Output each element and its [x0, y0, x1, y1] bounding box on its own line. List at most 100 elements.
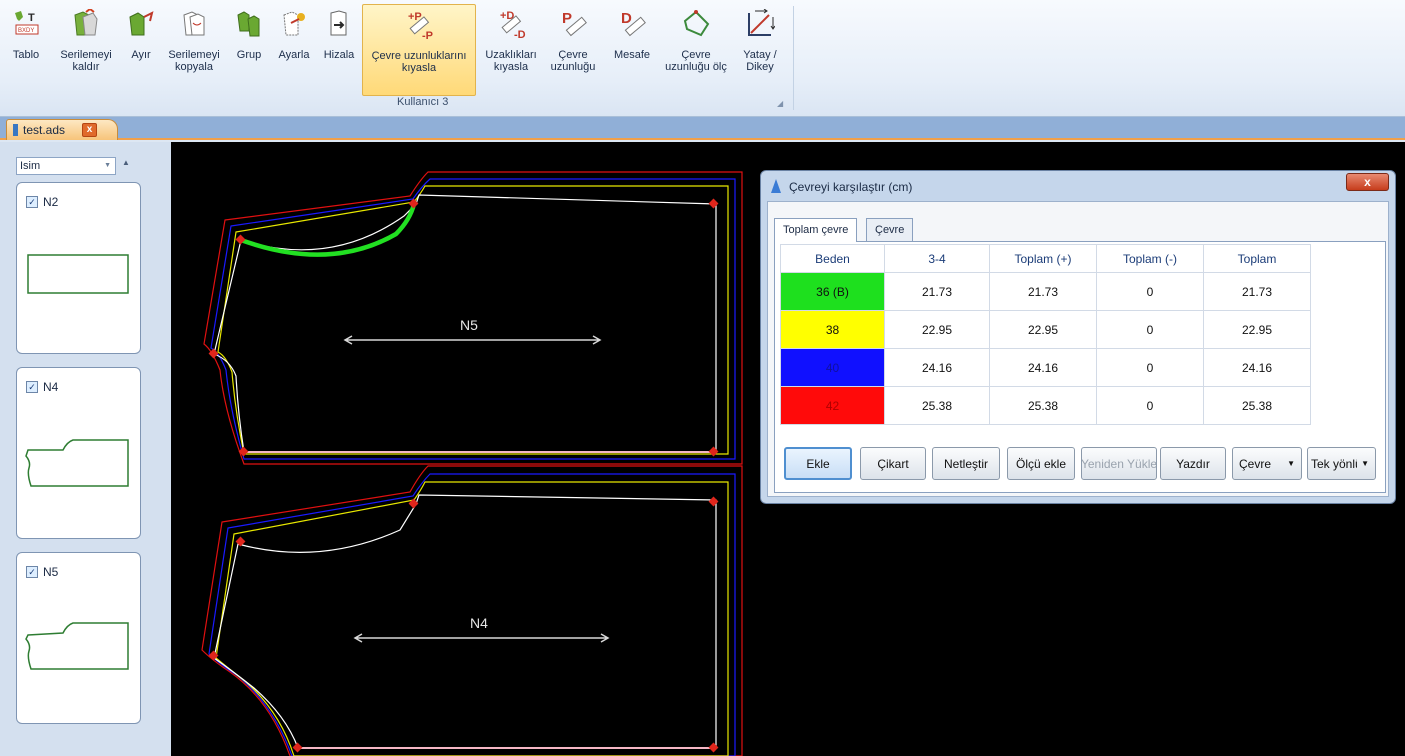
cevre-uzunlugu-olc-button[interactable]: Çevre uzunluğu ölç: [658, 4, 734, 96]
value-cell[interactable]: 0: [1096, 272, 1204, 311]
hizala-button[interactable]: Hizala: [318, 4, 360, 96]
ayarla-button[interactable]: Ayarla: [272, 4, 316, 96]
group-launcher-icon[interactable]: ◢: [777, 99, 784, 108]
column-header[interactable]: Toplam (+): [989, 244, 1097, 273]
value-cell[interactable]: 24.16: [884, 348, 990, 387]
value-cell[interactable]: 25.38: [884, 386, 990, 425]
pattern-drawing: N5 N4: [201, 171, 743, 756]
grup-button[interactable]: Grup: [230, 4, 268, 96]
piece-checkbox[interactable]: ✓: [26, 566, 38, 578]
piece-card-n4[interactable]: ✓ N4: [16, 367, 141, 539]
cevre-uzunluklarini-kiyasla-button[interactable]: +P -P Çevre uzunluklarını kıyasla: [362, 4, 476, 96]
compare-perimeter-dialog: Çevreyi karşılaştır (cm) x Toplam çevre …: [760, 170, 1396, 504]
tab-cevre[interactable]: Çevre: [866, 218, 914, 241]
value-cell[interactable]: 25.38: [1203, 386, 1311, 425]
tablo-button[interactable]: T BXDY Tablo: [6, 4, 46, 96]
serilemeyi-kaldir-button[interactable]: Serilemeyi kaldır: [56, 4, 116, 96]
netlestir-button[interactable]: Netleştir: [932, 447, 1000, 480]
column-header[interactable]: Toplam: [1203, 244, 1311, 273]
table-row[interactable]: 42 25.38 25.38 0 25.38: [780, 386, 1381, 425]
piece-checkbox[interactable]: ✓: [26, 381, 38, 393]
direction-combo[interactable]: Tek yönlü ▼: [1307, 447, 1376, 480]
value-cell[interactable]: 21.73: [1203, 272, 1311, 311]
sort-select-value: Isim: [20, 160, 41, 172]
serilemeyi-kaldir-label: Serilemeyi kaldır: [60, 49, 112, 73]
value-cell[interactable]: 22.95: [1203, 310, 1311, 349]
compare-distance-icon: +D -D: [495, 7, 527, 41]
yatay-dikey-button[interactable]: Yatay / Dikey: [738, 4, 782, 96]
ekle-button[interactable]: Ekle: [784, 447, 852, 480]
chevron-down-icon: ▼: [1361, 459, 1369, 468]
value-cell[interactable]: 25.38: [989, 386, 1097, 425]
dialog-titlebar[interactable]: Çevreyi karşılaştır (cm) x: [761, 171, 1395, 201]
size-cell[interactable]: 40: [780, 348, 885, 387]
document-tab[interactable]: test.ads x: [6, 119, 118, 140]
piece-n4[interactable]: N4: [201, 465, 743, 756]
value-cell[interactable]: 0: [1096, 310, 1204, 349]
table-row[interactable]: 36 (B) 21.73 21.73 0 21.73: [780, 272, 1381, 311]
piece-card-n5[interactable]: ✓ N5: [16, 552, 141, 724]
cikart-button[interactable]: Çikart: [860, 447, 926, 480]
scroll-up-icon[interactable]: ▲: [122, 158, 130, 167]
table-row[interactable]: 40 24.16 24.16 0 24.16: [780, 348, 1381, 387]
neckline-highlight: [240, 203, 417, 257]
grade-points: [208, 496, 719, 753]
table-icon: T BXDY: [10, 7, 42, 41]
dialog-close-button[interactable]: x: [1346, 173, 1389, 191]
mesafe-button[interactable]: D Mesafe: [608, 4, 656, 96]
sort-select[interactable]: Isim ▼: [16, 157, 116, 175]
close-tab-icon[interactable]: x: [82, 123, 97, 137]
table-row[interactable]: 38 22.95 22.95 0 22.95: [780, 310, 1381, 349]
piece-name: N2: [43, 195, 59, 209]
uzakliklari-kiyasla-label: Uzaklıkları kıyasla: [485, 49, 537, 73]
svg-text:-P: -P: [422, 30, 433, 40]
value-cell[interactable]: 22.95: [989, 310, 1097, 349]
ayir-button[interactable]: Ayır: [124, 4, 158, 96]
hizala-label: Hizala: [323, 49, 355, 61]
piece-name: N5: [43, 565, 59, 579]
adjust-icon: [278, 7, 310, 41]
piece-checkbox[interactable]: ✓: [26, 196, 38, 208]
empty-cell: [1311, 387, 1381, 425]
svg-text:-D: -D: [514, 29, 526, 39]
piece-card-n2[interactable]: ✓ N2: [16, 182, 141, 354]
size-cell[interactable]: 38: [780, 310, 885, 349]
olcu-ekle-button[interactable]: Ölçü ekle: [1007, 447, 1075, 480]
ribbon: T BXDY Tablo Serilemeyi kaldır Ayır Seril…: [0, 0, 1405, 117]
value-cell[interactable]: 0: [1096, 386, 1204, 425]
uzakliklari-kiyasla-button[interactable]: +D -D Uzaklıkları kıyasla: [478, 4, 544, 96]
cevre-uzunlugu-olc-label: Çevre uzunluğu ölç: [665, 49, 727, 73]
size-cell[interactable]: 36 (B): [780, 272, 885, 311]
value-cell[interactable]: 21.73: [989, 272, 1097, 311]
cevre-uzunlugu-button[interactable]: P Çevre uzunluğu: [544, 4, 602, 96]
yazdir-button[interactable]: Yazdır: [1160, 447, 1226, 480]
cevre-combo[interactable]: Çevre ▼: [1232, 447, 1302, 480]
serilemeyi-kopyala-button[interactable]: Serilemeyi kopyala: [164, 4, 224, 96]
panel-bottom: [0, 746, 171, 756]
piece-outline-size-42: [201, 465, 743, 756]
tab-toplam-cevre[interactable]: Toplam çevre: [774, 218, 858, 242]
grainline-arrow: [353, 633, 610, 643]
column-header[interactable]: 3-4: [884, 244, 990, 273]
cevre-uzunluklarini-kiyasla-label: Çevre uzunluklarını kıyasla: [371, 50, 467, 74]
value-cell[interactable]: 0: [1096, 348, 1204, 387]
column-header[interactable]: Beden: [780, 244, 885, 273]
svg-text:D: D: [621, 10, 632, 27]
value-cell[interactable]: 24.16: [1203, 348, 1311, 387]
value-cell[interactable]: 22.95: [884, 310, 990, 349]
value-cell[interactable]: 21.73: [884, 272, 990, 311]
piece-thumbnail: [25, 622, 129, 670]
piece-name: N4: [43, 380, 59, 394]
table-header-row: Beden 3-4 Toplam (+) Toplam (-) Toplam: [780, 244, 1381, 273]
value-cell[interactable]: 24.16: [989, 348, 1097, 387]
yeniden-yukle-button[interactable]: Yeniden Yükle: [1081, 447, 1157, 480]
piece-n5[interactable]: N5: [203, 171, 743, 465]
column-header[interactable]: Toplam (-): [1096, 244, 1204, 273]
piece-outline-size-40: [208, 473, 736, 756]
piece-outline-size-38: [217, 185, 729, 455]
size-cell[interactable]: 42: [780, 386, 885, 425]
remove-grading-icon: [70, 7, 102, 41]
empty-cell: [1311, 273, 1381, 311]
document-tab-label: test.ads: [23, 123, 66, 137]
perimeter-length-icon: P: [557, 7, 589, 41]
